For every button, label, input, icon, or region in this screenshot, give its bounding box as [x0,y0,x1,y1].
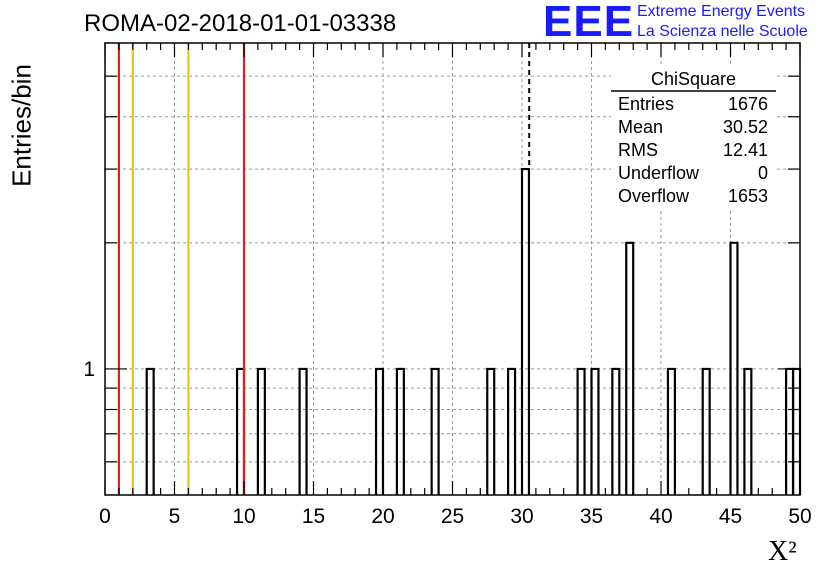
stats-title: ChiSquare [651,69,736,89]
histogram-bin [374,367,385,495]
histogram-bin [520,167,531,495]
histogram-bin [625,241,635,495]
stats-row-label: RMS [618,140,658,160]
logo-text-line1: Extreme Energy Events [637,3,806,20]
histogram-bin [701,367,711,495]
histogram-bin [395,367,405,495]
histogram-bin [507,367,517,495]
x-tick-label: 50 [788,505,811,528]
stats-row-value: 1653 [728,186,768,206]
x-tick-label: 5 [169,505,181,528]
histogram-bin [590,367,600,495]
x-tick-label: 0 [99,505,111,528]
stats-box: ChiSquare Entries 1676 Mean 30.52 RMS 12.41 Und… [611,66,776,208]
x-tick-label: 30 [510,505,533,528]
x-tick-label: 10 [232,505,255,528]
stats-background [611,66,776,208]
grid [105,43,800,495]
stats-row-value: 0 [758,163,768,183]
stats-row-value: 1676 [728,94,768,114]
stats-row-value: 12.41 [723,140,768,160]
x-tick-label: 25 [441,505,464,528]
histogram-bin [430,367,440,495]
histogram-bin [729,241,739,495]
stats-row-label: Mean [618,117,663,137]
x-tick-label: 45 [719,505,742,528]
histogram-bin [486,367,496,495]
histogram-bin [576,367,586,495]
eee-logo: EEE [543,0,635,46]
chart-title: ROMA-02-2018-01-01-03338 [84,10,397,37]
stats-row-label: Entries [618,94,674,114]
axes: 0 5 10 15 20 25 30 35 40 45 50 1 [83,42,812,528]
reference-lines [117,43,531,495]
histogram-bin [298,367,308,495]
x-axis-label: X² [768,536,797,567]
x-tick-label: 35 [580,505,603,528]
histogram-bin [256,367,266,495]
stats-row-label: Underflow [618,163,700,183]
logo-text-line2: La Scienza nelle Scuole [637,23,808,40]
histogram-bin [743,367,753,495]
histogram-bars [145,167,802,495]
stats-row-value: 30.52 [723,117,768,137]
stats-row-label: Overflow [618,186,690,206]
x-tick-label: 40 [649,505,672,528]
histogram-bin [145,367,155,495]
x-tick-label: 15 [302,505,325,528]
x-tick-label: 20 [371,505,394,528]
histogram-bin [666,367,677,495]
y-tick-label: 1 [83,358,95,381]
histogram-bin [611,367,621,495]
